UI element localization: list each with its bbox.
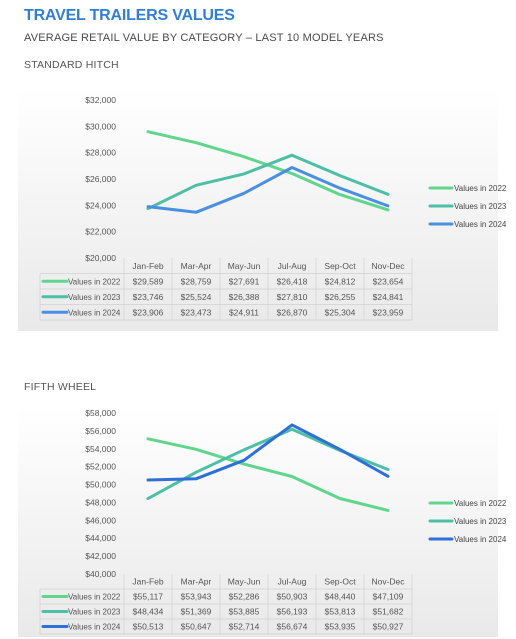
y-tick-label: $50,000	[85, 480, 116, 490]
table-series-label: Values in 2023	[68, 608, 121, 617]
data-label: $26,870	[277, 307, 308, 317]
y-tick-label: $40,000	[85, 569, 116, 579]
table-series-label: Values in 2024	[68, 623, 121, 632]
data-label: $26,418	[277, 276, 308, 286]
y-tick-label: $48,000	[85, 497, 116, 507]
data-label: $27,691	[229, 276, 260, 286]
x-tick-label: May-Jun	[228, 577, 261, 587]
series-line-1	[146, 437, 390, 512]
series-line-2	[146, 153, 390, 211]
x-tick-label: Nov-Dec	[371, 261, 405, 271]
data-label: $47,109	[373, 592, 404, 602]
x-tick-label: Jan-Feb	[132, 577, 163, 587]
y-tick-label: $20,000	[85, 253, 116, 263]
y-tick-label: $46,000	[85, 515, 116, 525]
data-label: $53,943	[181, 592, 212, 602]
data-label: $56,193	[277, 607, 308, 617]
data-label: $24,911	[229, 307, 259, 317]
y-tick-label: $54,000	[85, 444, 116, 454]
legend-label: Values in 2023	[454, 202, 507, 211]
data-label: $50,647	[181, 622, 212, 632]
data-label: $26,388	[229, 292, 260, 302]
data-label: $55,117	[133, 592, 163, 602]
x-tick-label: Sep-Oct	[324, 261, 356, 271]
x-tick-label: Mar-Apr	[181, 577, 212, 587]
y-tick-label: $44,000	[85, 533, 116, 543]
data-label: $51,682	[373, 607, 404, 617]
data-label: $53,885	[229, 607, 260, 617]
data-label: $27,810	[277, 292, 308, 302]
data-label: $25,524	[181, 292, 212, 302]
page-title: TRAVEL TRAILERS VALUES	[24, 7, 235, 24]
table-series-label: Values in 2022	[68, 277, 121, 286]
data-label: $51,369	[181, 607, 212, 617]
data-label: $50,903	[277, 592, 308, 602]
data-label: $23,906	[133, 307, 164, 317]
chart-panel	[18, 88, 498, 331]
y-tick-label: $42,000	[85, 551, 116, 561]
series-line-3	[146, 166, 390, 214]
legend-label: Values in 2022	[454, 499, 507, 508]
data-label: $23,959	[373, 307, 404, 317]
y-tick-label: $30,000	[85, 121, 116, 131]
x-tick-label: Jul-Aug	[278, 577, 307, 587]
chart-title-fifth-wheel: FIFTH WHEEL	[24, 381, 97, 393]
y-tick-label: $52,000	[85, 462, 116, 472]
data-label: $50,513	[133, 622, 164, 632]
y-tick-label: $56,000	[85, 426, 116, 436]
x-tick-label: Sep-Oct	[324, 577, 356, 587]
legend-label: Values in 2023	[454, 517, 507, 526]
y-tick-label: $26,000	[85, 174, 116, 184]
y-tick-label: $32,000	[85, 95, 116, 105]
data-label: $28,759	[181, 276, 212, 286]
data-label: $48,434	[133, 607, 164, 617]
page-subtitle: AVERAGE RETAIL VALUE BY CATEGORY – LAST …	[24, 32, 384, 44]
series-line-3	[146, 423, 390, 482]
table-series-label: Values in 2022	[68, 593, 121, 602]
data-label: $23,746	[133, 292, 164, 302]
x-tick-label: Nov-Dec	[371, 577, 405, 587]
data-label: $48,440	[325, 592, 356, 602]
y-tick-label: $22,000	[85, 227, 116, 237]
data-label: $50,927	[373, 622, 404, 632]
y-tick-label: $58,000	[85, 408, 116, 418]
y-tick-label: $24,000	[85, 200, 116, 210]
data-label: $23,473	[181, 307, 212, 317]
data-label: $53,935	[325, 622, 356, 632]
y-tick-label: $28,000	[85, 148, 116, 158]
data-label: $23,654	[373, 276, 404, 286]
data-label: $26,255	[325, 292, 356, 302]
data-label: $24,841	[373, 292, 404, 302]
data-label: $24,812	[325, 276, 356, 286]
data-label: $29,589	[133, 276, 164, 286]
legend-label: Values in 2024	[454, 535, 507, 544]
data-label: $52,714	[229, 622, 260, 632]
table-series-label: Values in 2024	[68, 308, 121, 317]
data-label: $56,674	[277, 622, 308, 632]
data-label: $52,286	[229, 592, 260, 602]
data-label: $25,304	[325, 307, 356, 317]
chart-title-standard-hitch: STANDARD HITCH	[24, 59, 119, 71]
x-tick-label: Mar-Apr	[181, 261, 212, 271]
legend-label: Values in 2024	[454, 220, 507, 229]
x-tick-label: Jan-Feb	[132, 261, 163, 271]
legend-label: Values in 2022	[454, 184, 507, 193]
data-label: $53,813	[325, 607, 356, 617]
x-tick-label: May-Jun	[228, 261, 261, 271]
x-tick-label: Jul-Aug	[278, 261, 307, 271]
table-series-label: Values in 2023	[68, 293, 121, 302]
